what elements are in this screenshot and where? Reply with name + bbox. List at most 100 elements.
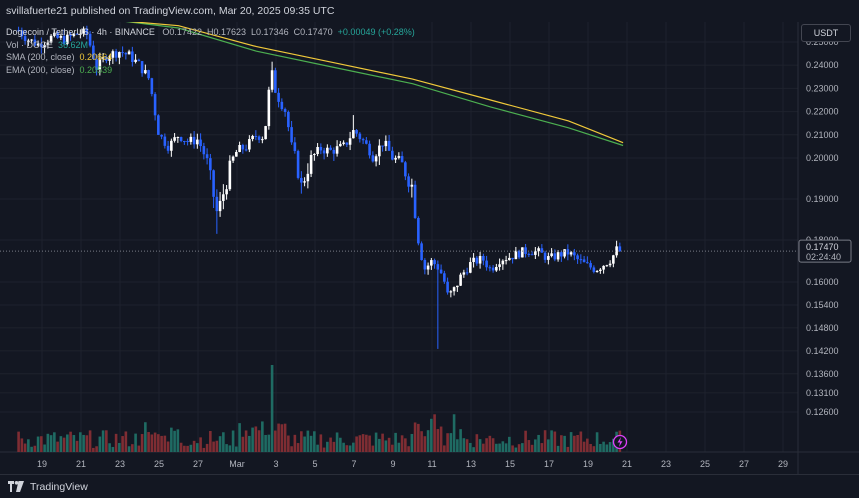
sma-200-line	[100, 18, 624, 144]
volume-bar	[612, 438, 615, 452]
candle-body	[400, 156, 404, 163]
candle-body	[563, 249, 566, 257]
price-chart[interactable]: 0.250000.240000.230000.220000.210000.200…	[0, 17, 859, 474]
candle-body	[121, 52, 124, 54]
candle-body	[394, 157, 397, 160]
volume-bar	[378, 438, 381, 452]
time-tick-label: 7	[351, 459, 356, 469]
candle-body	[488, 267, 492, 269]
candle-body	[23, 36, 27, 41]
volume-bar	[287, 435, 290, 452]
candle-body	[147, 70, 150, 79]
candle-body	[378, 145, 381, 157]
candle-body	[449, 291, 453, 293]
candle-body	[504, 260, 508, 262]
candle-body	[589, 263, 592, 268]
candle-body	[157, 115, 160, 135]
ohlc-high: H0.17623	[206, 27, 247, 37]
time-tick-label: 5	[312, 459, 317, 469]
volume-bar	[186, 445, 189, 452]
candle-body	[475, 257, 479, 264]
candle-body	[556, 252, 560, 260]
candle-body	[53, 32, 56, 36]
candle-body	[615, 246, 618, 256]
candle-body	[238, 145, 241, 152]
currency-selector[interactable]: USDT	[801, 24, 851, 42]
time-tick-label: 9	[390, 459, 395, 469]
candle-body	[469, 262, 472, 273]
tradingview-logo-icon[interactable]	[8, 481, 24, 492]
volume-bar	[391, 444, 394, 452]
volume-bar	[530, 444, 534, 452]
volume-bar	[326, 441, 329, 452]
candle-body	[391, 150, 394, 160]
candle-body	[342, 142, 345, 144]
volume-bar	[98, 436, 102, 452]
candle-body	[322, 150, 326, 154]
volume-bar	[215, 440, 219, 452]
volume-bar	[322, 447, 326, 452]
volume-bar	[280, 424, 284, 452]
ema-label: EMA (200, close)	[6, 64, 75, 75]
candle-body	[153, 94, 157, 116]
candle-body	[306, 173, 310, 182]
candle-body	[79, 33, 82, 35]
volume-bar	[550, 430, 553, 452]
volume-bar	[384, 440, 388, 452]
candle-body	[608, 263, 612, 266]
candle-body	[43, 44, 46, 48]
volume-bar	[316, 444, 319, 452]
candle-body	[332, 149, 336, 154]
volume-bar	[319, 434, 323, 452]
candle-body	[540, 248, 544, 253]
volume-bar	[218, 436, 222, 452]
candle-body	[127, 51, 131, 55]
volume-bar	[423, 436, 427, 452]
volume-bar	[417, 423, 420, 452]
volume-bar	[475, 434, 479, 452]
candle-body	[140, 61, 144, 74]
time-tick-label: 11	[427, 459, 436, 469]
candle-body	[599, 269, 602, 271]
candle-body	[251, 135, 254, 140]
volume-bar	[465, 439, 469, 452]
chart-area[interactable]: 0.250000.240000.230000.220000.210000.200…	[0, 17, 859, 474]
volume-bar	[404, 438, 407, 452]
candle-body	[579, 259, 583, 261]
candle-body	[144, 70, 147, 74]
legend-sma-row[interactable]: SMA (200, close) 0.20664	[6, 51, 415, 64]
volume-bar	[238, 423, 241, 452]
volume-bar	[332, 441, 336, 452]
candle-body	[452, 287, 456, 292]
volume-bar	[407, 446, 410, 452]
candle-body	[163, 136, 167, 146]
legend-volume-row[interactable]: Vol · DOGE 36.62M	[6, 39, 415, 52]
price-tick-label: 0.13600	[806, 369, 839, 379]
candle-body	[573, 252, 576, 256]
candle-body	[231, 156, 235, 161]
volume-bar	[361, 434, 365, 452]
symbol-name[interactable]: Dogecoin / TetherUS · 4h · BINANCE	[6, 27, 155, 37]
candle-body	[381, 145, 384, 147]
candle-body	[257, 136, 261, 140]
volume-bar	[163, 435, 167, 452]
volume-bar	[20, 438, 24, 452]
legend-ema-row[interactable]: EMA (200, close) 0.20539	[6, 64, 415, 77]
volume-bar	[521, 443, 524, 452]
candle-body	[348, 138, 352, 145]
volume-bar	[127, 446, 131, 452]
volume-bar	[144, 422, 147, 452]
time-tick-label: Mar	[229, 459, 245, 469]
volume-bar	[514, 447, 518, 452]
candle-body	[186, 141, 189, 143]
candle-body	[361, 139, 365, 141]
candle-body	[95, 59, 98, 70]
candle-body	[618, 246, 622, 252]
time-tick-label: 19	[583, 459, 593, 469]
candle-body	[241, 145, 245, 150]
candle-body	[498, 264, 501, 267]
tradingview-brand[interactable]: TradingView	[30, 480, 88, 493]
volume-bar	[303, 436, 306, 452]
candle-body	[420, 243, 423, 260]
candle-body	[137, 59, 141, 62]
